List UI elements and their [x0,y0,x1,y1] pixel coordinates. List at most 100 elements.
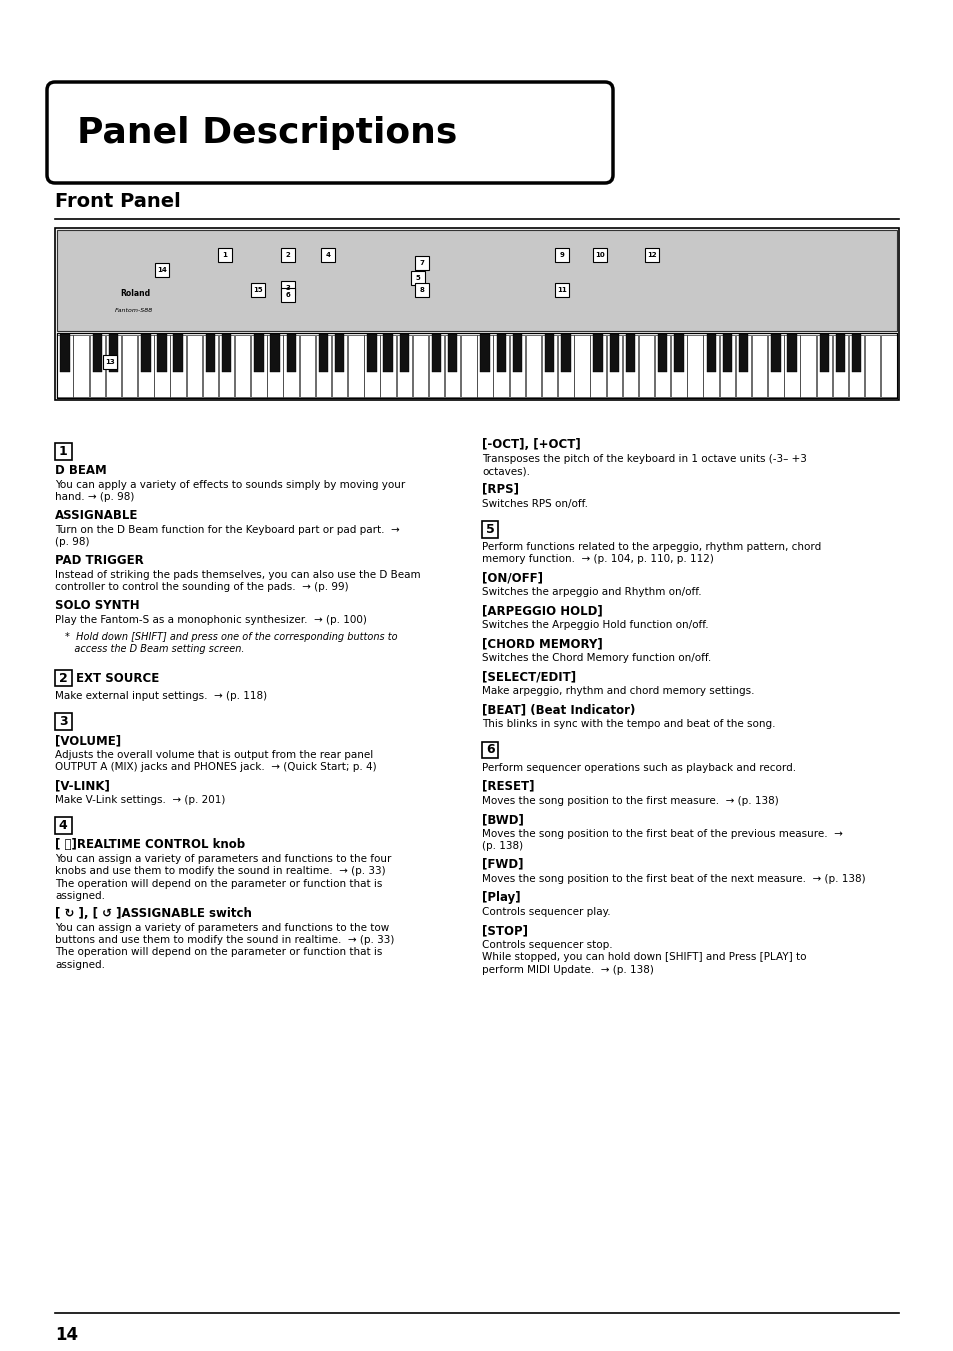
Bar [783,335,799,397]
Bar [864,335,880,397]
Text: 3: 3 [285,285,290,290]
Bar [658,334,667,372]
Bar [202,335,218,397]
Bar [283,335,298,397]
Text: Make V-Link settings.  → (p. 201): Make V-Link settings. → (p. 201) [55,794,225,805]
Bar [558,335,573,397]
Bar [318,334,328,372]
Bar [590,335,605,397]
Bar [315,335,331,397]
Bar [554,247,569,262]
Bar [496,334,505,372]
Bar [476,335,493,397]
Bar [751,335,766,397]
Bar [299,335,314,397]
Text: D BEAM: D BEAM [55,463,107,477]
Text: [ON/OFF]: [ON/OFF] [481,571,542,584]
Bar [154,262,169,277]
Bar [493,335,508,397]
Bar [187,335,202,397]
Text: [-OCT], [+OCT]: [-OCT], [+OCT] [481,438,580,451]
Bar [320,247,335,262]
Text: Switches the Arpeggio Hold function on/off.: Switches the Arpeggio Hold function on/o… [481,620,708,630]
Bar [655,335,670,397]
Bar [396,335,412,397]
Text: 12: 12 [646,253,656,258]
Bar [738,334,747,372]
Bar [606,335,621,397]
Bar [55,443,71,459]
Text: [ Ⓡ]REALTIME CONTROL knob: [ Ⓡ]REALTIME CONTROL knob [55,838,245,851]
Text: Make external input settings.  → (p. 118): Make external input settings. → (p. 118) [55,690,267,701]
Text: Switches RPS on/off.: Switches RPS on/off. [481,499,587,509]
Text: Transposes the pitch of the keyboard in 1 octave units (-3– +3
octaves).: Transposes the pitch of the keyboard in … [481,454,806,476]
Bar [735,335,750,397]
Bar [574,335,589,397]
Bar [286,334,295,372]
Bar [460,335,476,397]
Text: Turn on the D Beam function for the Keyboard part or pad part.  →
(p. 98): Turn on the D Beam function for the Keyb… [55,524,399,547]
Bar [413,335,428,397]
Bar [881,335,896,397]
Text: 7: 7 [419,259,424,266]
Bar [560,334,570,372]
Text: Moves the song position to the first beat of the next measure.  → (p. 138): Moves the song position to the first bea… [481,874,864,884]
Text: 6: 6 [285,292,290,299]
Bar [154,335,170,397]
Bar [622,335,638,397]
Bar [171,335,186,397]
Text: [CHORD MEMORY]: [CHORD MEMORY] [481,638,602,650]
Text: 10: 10 [595,253,604,258]
Bar [770,334,780,372]
Bar [851,334,861,372]
Text: [BEAT] (Beat Indicator): [BEAT] (Beat Indicator) [481,704,635,716]
Text: You can apply a variety of effects to sounds simply by moving your
hand. → (p. 9: You can apply a variety of effects to so… [55,480,405,503]
Bar [253,334,263,372]
Bar [702,335,719,397]
Bar [480,334,489,372]
Text: [SELECT/EDIT]: [SELECT/EDIT] [481,670,576,684]
Text: 1: 1 [222,253,227,258]
Bar [848,335,863,397]
Text: [FWD]: [FWD] [481,858,523,871]
Text: Switches the arpeggio and Rhythm on/off.: Switches the arpeggio and Rhythm on/off. [481,586,700,597]
Bar [525,335,540,397]
Text: [STOP]: [STOP] [481,924,527,938]
Bar [138,335,153,397]
Bar [609,334,618,372]
Text: [RESET]: [RESET] [481,780,534,793]
Text: [V-LINK]: [V-LINK] [55,780,110,792]
Bar [509,335,524,397]
Text: 6: 6 [485,743,494,757]
Bar [380,335,395,397]
Bar [399,334,409,372]
Bar [832,335,847,397]
Text: [Play]: [Play] [481,892,520,904]
Bar [767,335,782,397]
Bar [270,334,279,372]
Bar [383,334,393,372]
Bar [157,334,167,372]
Text: Moves the song position to the first beat of the previous measure.  →
(p. 138): Moves the song position to the first bea… [481,828,842,851]
Text: 4: 4 [325,253,330,258]
Text: 14: 14 [157,267,167,273]
Bar [217,247,232,262]
Bar [686,335,702,397]
Bar [800,335,815,397]
Text: 2: 2 [285,253,290,258]
Bar [55,670,71,686]
Bar [719,335,735,397]
Bar [109,334,118,372]
Text: 4: 4 [59,819,68,832]
Text: Make arpeggio, rhythm and chord memory settings.: Make arpeggio, rhythm and chord memory s… [481,686,754,696]
Text: Controls sequencer stop.
While stopped, you can hold down [SHIFT] and Press [PLA: Controls sequencer stop. While stopped, … [481,940,805,974]
Bar [218,335,234,397]
Bar [267,335,282,397]
Bar [57,335,72,397]
Bar [55,817,71,834]
Bar [251,282,265,297]
Text: You can assign a variety of parameters and functions to the four
knobs and use t: You can assign a variety of parameters a… [55,854,391,901]
Bar [786,334,796,372]
Bar [57,334,896,399]
Bar [448,334,457,372]
